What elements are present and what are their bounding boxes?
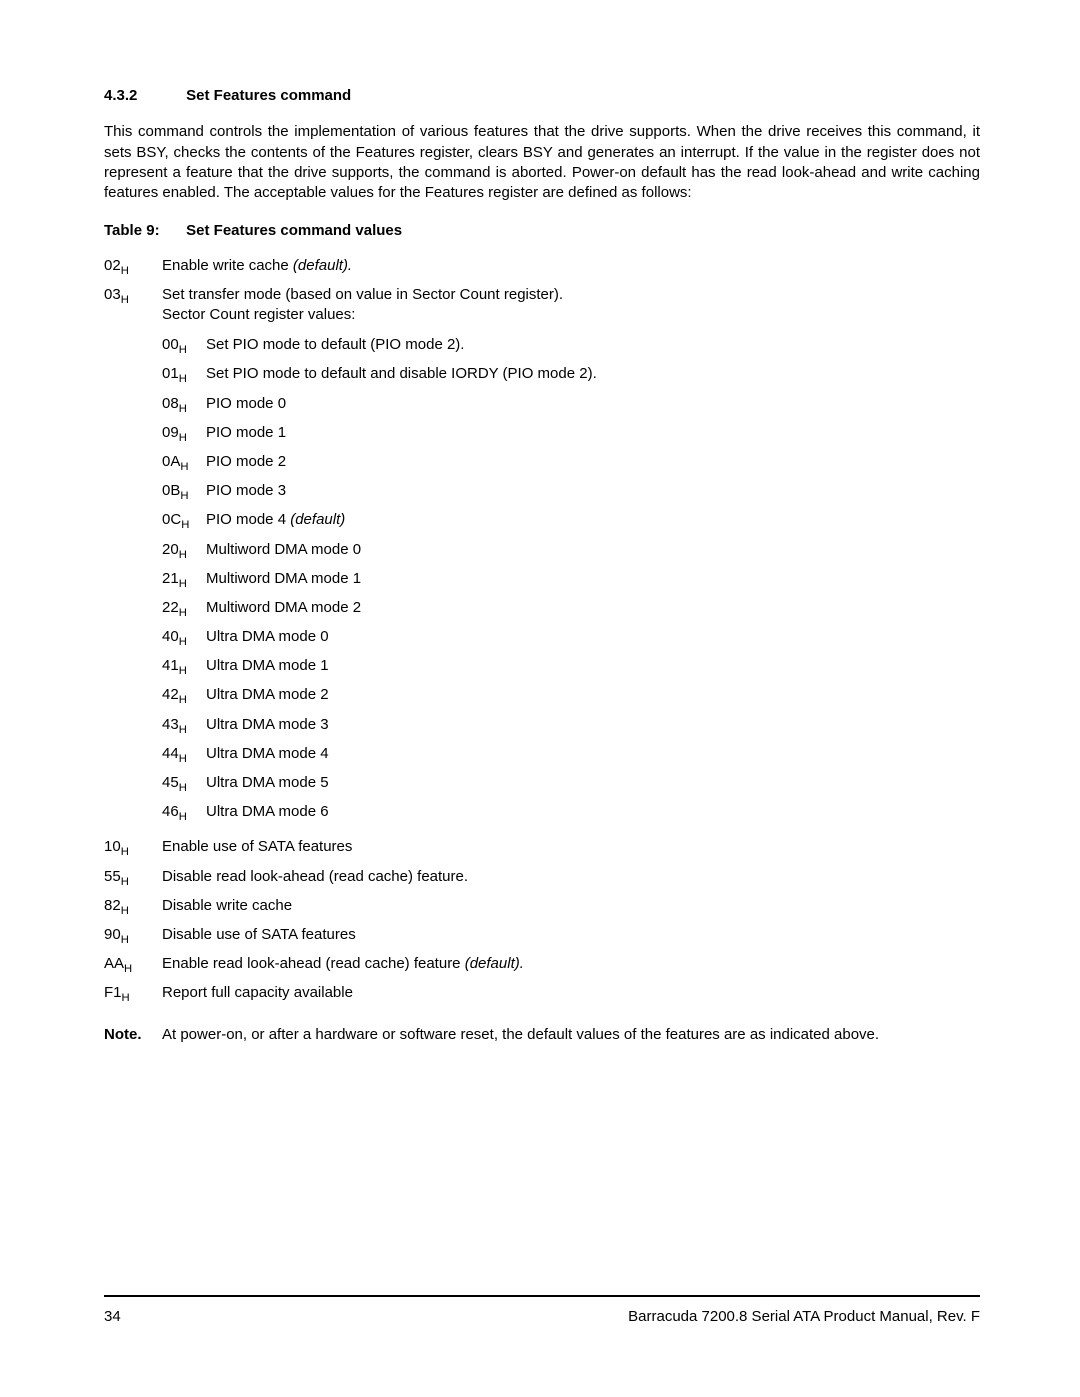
sector-row: 0BHPIO mode 3	[162, 481, 980, 504]
note-label: Note.	[104, 1025, 162, 1045]
document-title: Barracuda 7200.8 Serial ATA Product Manu…	[628, 1307, 980, 1327]
sector-row: 08HPIO mode 0	[162, 394, 980, 417]
note-text: At power-on, or after a hardware or soft…	[162, 1025, 980, 1045]
feature-row: 03H Set transfer mode (based on value in…	[104, 285, 980, 832]
sector-row: 41HUltra DMA mode 1	[162, 656, 980, 679]
sector-row: 43HUltra DMA mode 3	[162, 715, 980, 738]
sector-row: 22HMultiword DMA mode 2	[162, 598, 980, 621]
feature-row: 55HDisable read look-ahead (read cache) …	[104, 867, 980, 890]
sector-row: 01HSet PIO mode to default and disable I…	[162, 364, 980, 387]
table-caption: Table 9: Set Features command values	[104, 221, 980, 241]
intro-paragraph: This command controls the implementation…	[104, 122, 980, 203]
feature-row: AAHEnable read look-ahead (read cache) f…	[104, 954, 980, 977]
feature-row: 82HDisable write cache	[104, 896, 980, 919]
feature-row: F1HReport full capacity available	[104, 983, 980, 1006]
section-title: Set Features command	[186, 87, 351, 104]
sector-row: 46HUltra DMA mode 6	[162, 802, 980, 825]
feature-code: 02H	[104, 256, 162, 279]
footer-rule	[104, 1295, 980, 1297]
feature-row: 90HDisable use of SATA features	[104, 925, 980, 948]
table-title-text: Set Features command values	[186, 222, 402, 239]
sector-row: 45HUltra DMA mode 5	[162, 773, 980, 796]
sector-row: 0CHPIO mode 4 (default)	[162, 510, 980, 533]
sector-row: 20HMultiword DMA mode 0	[162, 540, 980, 563]
sector-row: 0AHPIO mode 2	[162, 452, 980, 475]
sector-row: 09HPIO mode 1	[162, 423, 980, 446]
feature-row: 02H Enable write cache (default).	[104, 256, 980, 279]
sector-row: 00HSet PIO mode to default (PIO mode 2).	[162, 335, 980, 358]
sector-row: 21HMultiword DMA mode 1	[162, 569, 980, 592]
section-number: 4.3.2	[104, 86, 182, 106]
feature-code: 03H	[104, 285, 162, 308]
sector-count-list: 00HSet PIO mode to default (PIO mode 2).…	[162, 335, 980, 825]
features-list: 02H Enable write cache (default). 03H Se…	[104, 256, 980, 1007]
sector-row: 42HUltra DMA mode 2	[162, 685, 980, 708]
sector-row: 40HUltra DMA mode 0	[162, 627, 980, 650]
note: Note. At power-on, or after a hardware o…	[104, 1025, 980, 1045]
table-label: Table 9:	[104, 221, 182, 241]
feature-row: 10HEnable use of SATA features	[104, 837, 980, 860]
feature-desc: Set transfer mode (based on value in Sec…	[162, 285, 980, 832]
section-heading: 4.3.2 Set Features command	[104, 86, 980, 106]
sector-row: 44HUltra DMA mode 4	[162, 744, 980, 767]
page-footer: 34 Barracuda 7200.8 Serial ATA Product M…	[104, 1295, 980, 1327]
page-number: 34	[104, 1307, 121, 1327]
feature-desc: Enable write cache (default).	[162, 256, 980, 276]
